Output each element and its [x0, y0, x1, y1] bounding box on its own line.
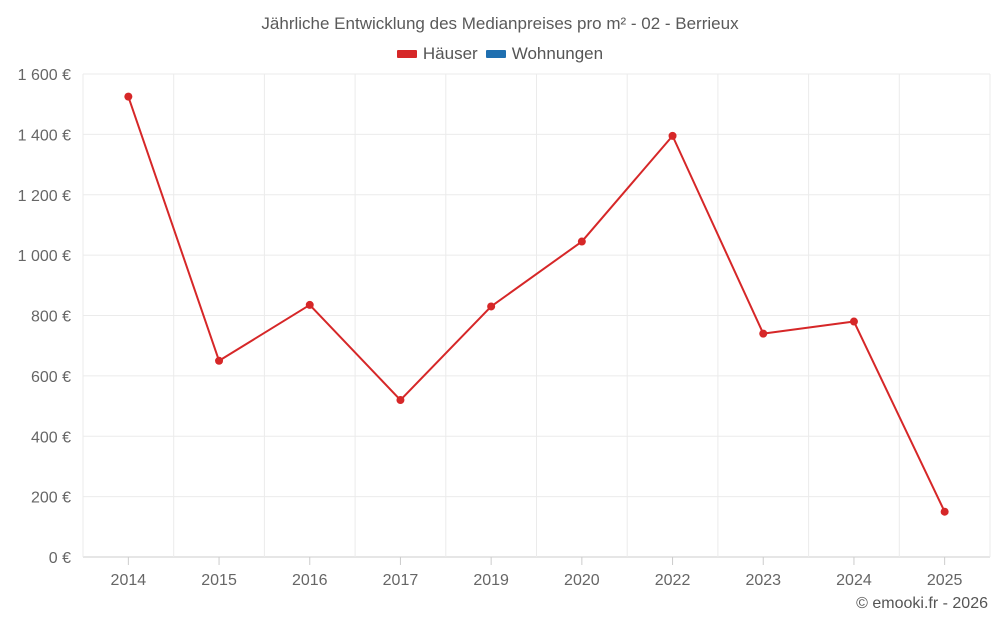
data-point: [396, 396, 405, 405]
grid-lines: [82, 73, 991, 558]
y-tick-label: 1 000 €: [18, 248, 71, 265]
x-tick-label: 2015: [201, 572, 237, 589]
data-point: [305, 300, 314, 309]
legend-label-wohnungen: Wohnungen: [511, 44, 604, 63]
x-tick-label: 2024: [836, 572, 872, 589]
x-tick-label: 2016: [292, 572, 328, 589]
legend-swatch-haeuser: [396, 50, 417, 58]
chart-title: Jährliche Entwicklung des Medianpreises …: [261, 14, 739, 33]
legend-item-wohnungen[interactable]: Wohnungen: [485, 44, 604, 64]
data-point: [215, 356, 224, 365]
legend-label-haeuser: Häuser: [422, 44, 478, 63]
x-tick-label: 2017: [383, 572, 419, 589]
data-point: [940, 507, 949, 516]
x-tick-label: 2023: [745, 572, 781, 589]
data-point: [124, 92, 133, 101]
x-tick-label: 2020: [564, 572, 600, 589]
legend-item-haeuser[interactable]: Häuser: [396, 44, 478, 64]
data-point: [577, 237, 586, 246]
y-axis-ticks: 0 € 200 € 400 € 600 € 800 € 1 000 € 1 200 € 1 4…: [18, 67, 71, 567]
legend-swatch-wohnungen: [485, 50, 506, 58]
series-lines: [124, 92, 949, 516]
credit-text: © emooki.fr - 2026: [856, 595, 988, 612]
y-tick-label: 1 200 €: [18, 188, 71, 205]
data-point: [487, 302, 496, 311]
y-tick-label: 200 €: [31, 490, 71, 507]
x-tick-label: 2022: [655, 572, 691, 589]
y-tick-label: 1 400 €: [18, 127, 71, 144]
data-point: [759, 329, 768, 338]
y-tick-label: 800 €: [31, 309, 71, 326]
x-tick-label: 2019: [473, 572, 509, 589]
series-line: [127, 96, 946, 513]
x-tick-label: 2014: [111, 572, 147, 589]
data-point: [668, 131, 677, 140]
y-tick-label: 600 €: [31, 369, 71, 386]
legend: Häuser Wohnungen: [0, 44, 1000, 64]
data-point: [849, 317, 858, 326]
y-tick-label: 1 600 €: [18, 67, 71, 84]
y-tick-label: 0 €: [49, 550, 71, 567]
y-tick-label: 400 €: [31, 429, 71, 446]
x-tick-label: 2025: [927, 572, 963, 589]
x-axis-ticks: 2014 2015 2016 2017 2019 2020 2022 2023 2024 2025: [111, 557, 963, 589]
